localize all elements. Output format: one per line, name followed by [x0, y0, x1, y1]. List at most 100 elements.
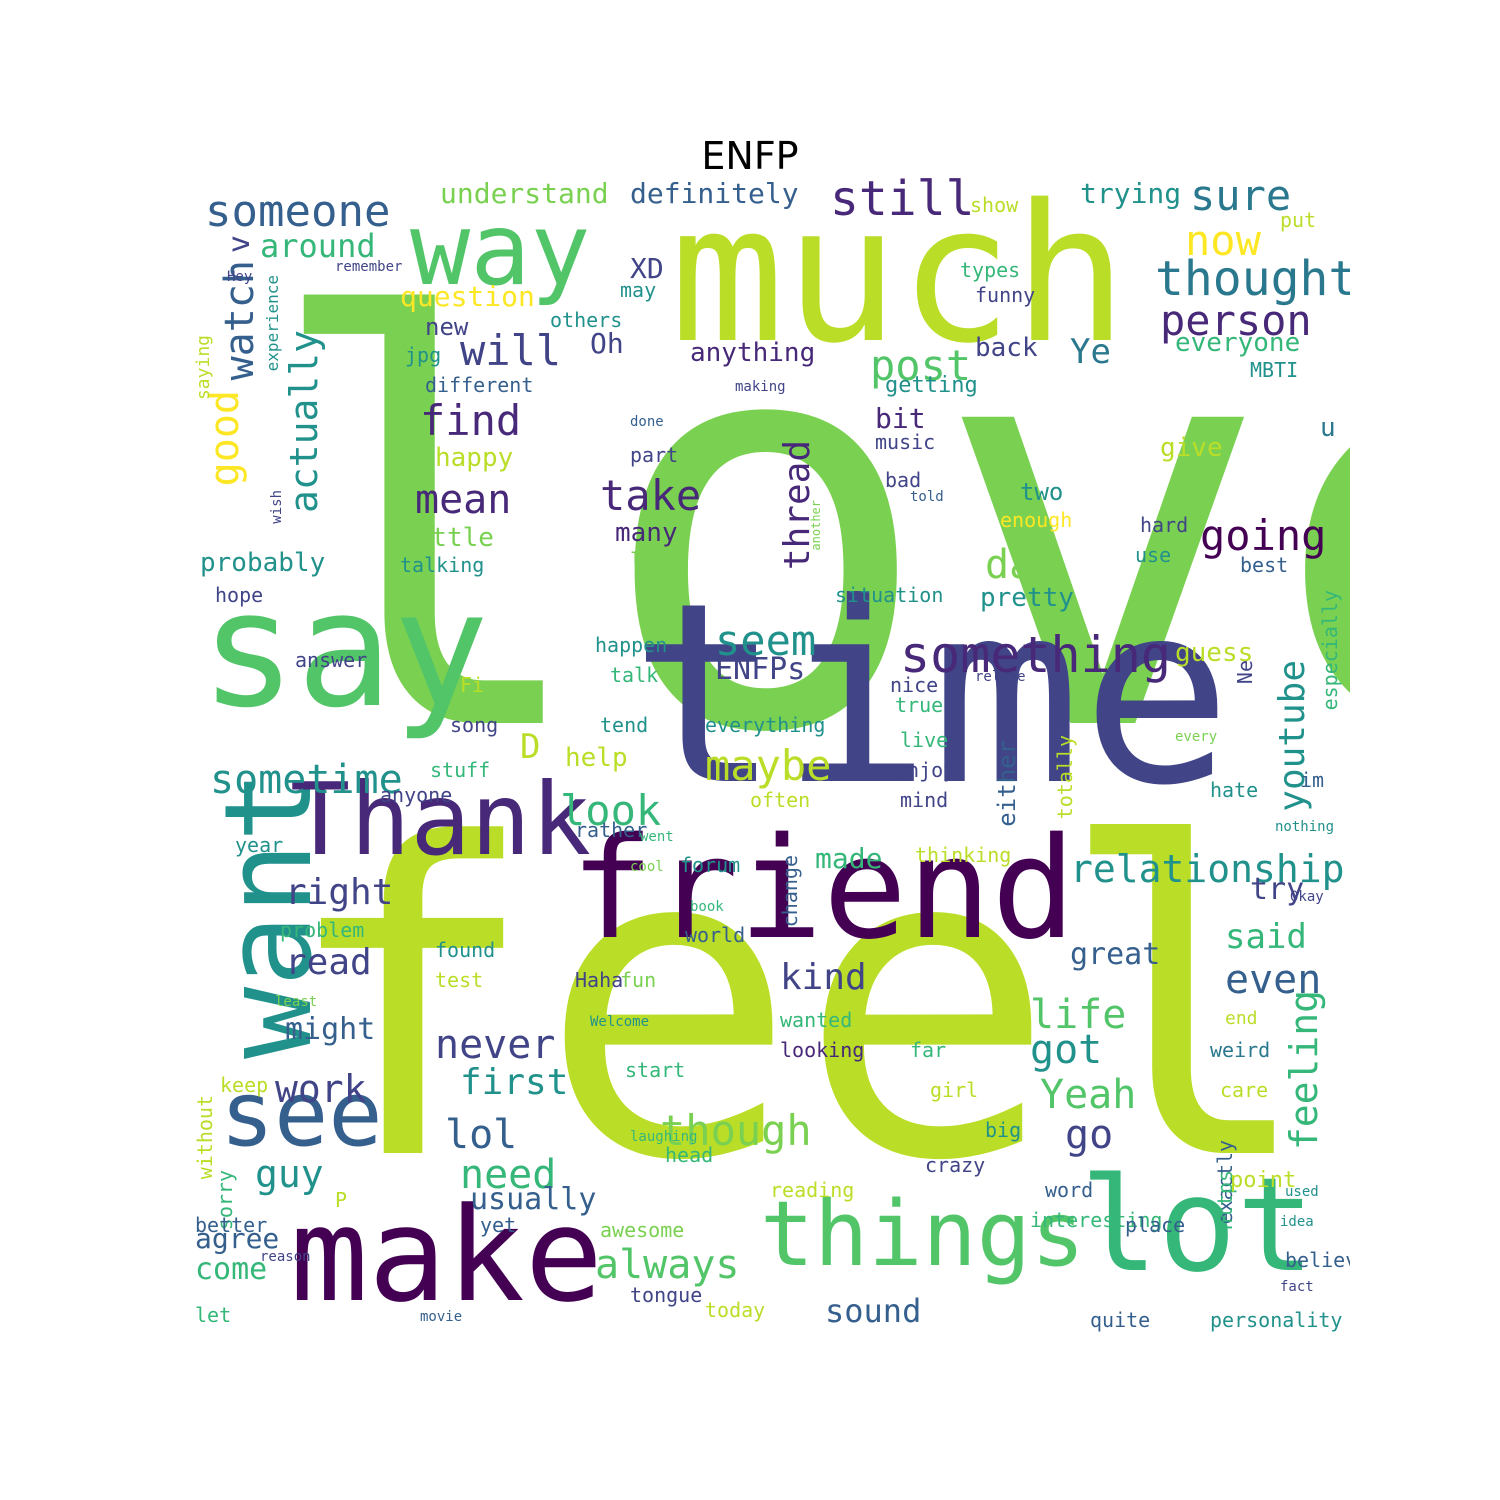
word-good: good — [202, 390, 248, 487]
word-ne: Ne — [1233, 660, 1257, 685]
word-always: always — [595, 1242, 740, 1288]
word-trying: trying — [1080, 177, 1182, 210]
word-hard: hard — [1140, 513, 1189, 537]
word-use: use — [1135, 543, 1172, 567]
word-awesome: awesome — [600, 1218, 685, 1242]
word-guess: guess — [1175, 638, 1254, 668]
word-types: types — [960, 258, 1021, 282]
word-v: v — [222, 235, 257, 254]
word-especially: especially — [1318, 590, 1342, 711]
word-getting: getting — [885, 373, 978, 398]
word-another: another — [809, 500, 823, 551]
word-believe: believe — [1285, 1248, 1350, 1272]
word-still: still — [830, 171, 975, 227]
word-interesting: interesting — [1030, 1208, 1163, 1232]
word-enfps: ENFPs — [715, 652, 806, 687]
word-talk: talk — [610, 663, 659, 687]
word-maybe: maybe — [705, 741, 832, 790]
word-yet: yet — [480, 1213, 517, 1237]
word-keep: keep — [220, 1073, 269, 1097]
word-better: better — [195, 1213, 268, 1237]
word-enough: enough — [1000, 508, 1073, 532]
word-tend: tend — [600, 713, 649, 737]
word-let: let — [195, 1303, 232, 1327]
word-make: make — [290, 1179, 604, 1331]
word-question: question — [400, 280, 535, 313]
word-fi: Fi — [460, 673, 485, 697]
word-mean: mean — [415, 477, 512, 523]
word-test: test — [435, 968, 484, 992]
word-happy: happy — [435, 443, 514, 473]
word-cloud: lovefeeltimemuchsayfriendwantmakethingsl… — [190, 170, 1350, 1340]
word-relate: relate — [975, 669, 1026, 685]
word-xd: XD — [630, 252, 664, 285]
word-true: true — [895, 693, 944, 717]
word-someone: someone — [205, 186, 391, 237]
word-stuff: stuff — [430, 758, 491, 782]
word-went: went — [640, 829, 674, 845]
word-anything: anything — [690, 338, 816, 368]
word-guy: guy — [255, 1152, 324, 1196]
word-haha: Haha — [575, 968, 624, 992]
word-back: back — [975, 333, 1038, 363]
word-mind: mind — [900, 788, 949, 812]
word-actually: actually — [282, 330, 326, 514]
word-u: u — [1320, 413, 1336, 443]
word-feeling: feeling — [1282, 990, 1326, 1151]
word-experience: experience — [263, 275, 282, 372]
word-head: head — [665, 1143, 714, 1167]
word-nice: nice — [890, 673, 939, 697]
word-world: world — [685, 923, 746, 947]
word-right: right — [285, 872, 394, 913]
word-take: take — [600, 471, 702, 520]
word-either: either — [993, 740, 1021, 827]
word-try: try — [1250, 872, 1305, 907]
word-way: way — [410, 191, 591, 308]
word-post: post — [870, 341, 972, 390]
word-put: put — [1280, 208, 1317, 232]
word-show: show — [970, 193, 1019, 217]
word-jpg: jpg — [405, 343, 442, 367]
word-word: word — [1045, 1178, 1094, 1202]
word-happen: happen — [595, 633, 668, 657]
word-done: done — [630, 414, 664, 430]
word-bad: bad — [885, 468, 922, 492]
word-live: live — [900, 728, 949, 752]
word-music: music — [875, 430, 936, 454]
word-forum: forum — [680, 853, 741, 877]
word-kind: kind — [780, 957, 867, 998]
word-making: making — [735, 379, 786, 395]
word-totally: totally — [1053, 735, 1077, 820]
word-funny: funny — [975, 283, 1036, 307]
word-even: even — [1225, 957, 1322, 1003]
word-agree: agree — [195, 1222, 280, 1255]
word-lot: lot — [1080, 1149, 1315, 1301]
word-usually: usually — [470, 1182, 597, 1217]
word-see: see — [220, 1062, 383, 1167]
word-least: least — [275, 994, 318, 1010]
word-idea: idea — [1280, 1214, 1314, 1230]
word-new: new — [425, 313, 469, 341]
word-now: now — [1185, 216, 1261, 265]
word-made: made — [815, 842, 883, 875]
word-person: person — [1160, 296, 1312, 345]
word-different: different — [425, 373, 534, 397]
word-will: will — [460, 326, 562, 375]
word-situation: situation — [835, 583, 944, 607]
word-understand: understand — [440, 177, 609, 210]
word-pretty: pretty — [980, 583, 1074, 613]
word-day: day — [985, 542, 1058, 588]
word-everything: everything — [705, 713, 826, 737]
word-without: without — [193, 1095, 217, 1180]
word-change: change — [778, 855, 802, 928]
word-im: im — [1300, 768, 1325, 792]
word-nothing: nothing — [1275, 819, 1335, 835]
word-thinking: thinking — [915, 843, 1012, 867]
word-problem: problem — [280, 918, 365, 942]
word-year: year — [235, 833, 284, 857]
word-time: time — [630, 549, 1233, 840]
word-oh: Oh — [590, 327, 624, 360]
word-big: big — [985, 1118, 1022, 1142]
word-wish: wish — [269, 490, 285, 524]
word-need: need — [460, 1152, 557, 1198]
